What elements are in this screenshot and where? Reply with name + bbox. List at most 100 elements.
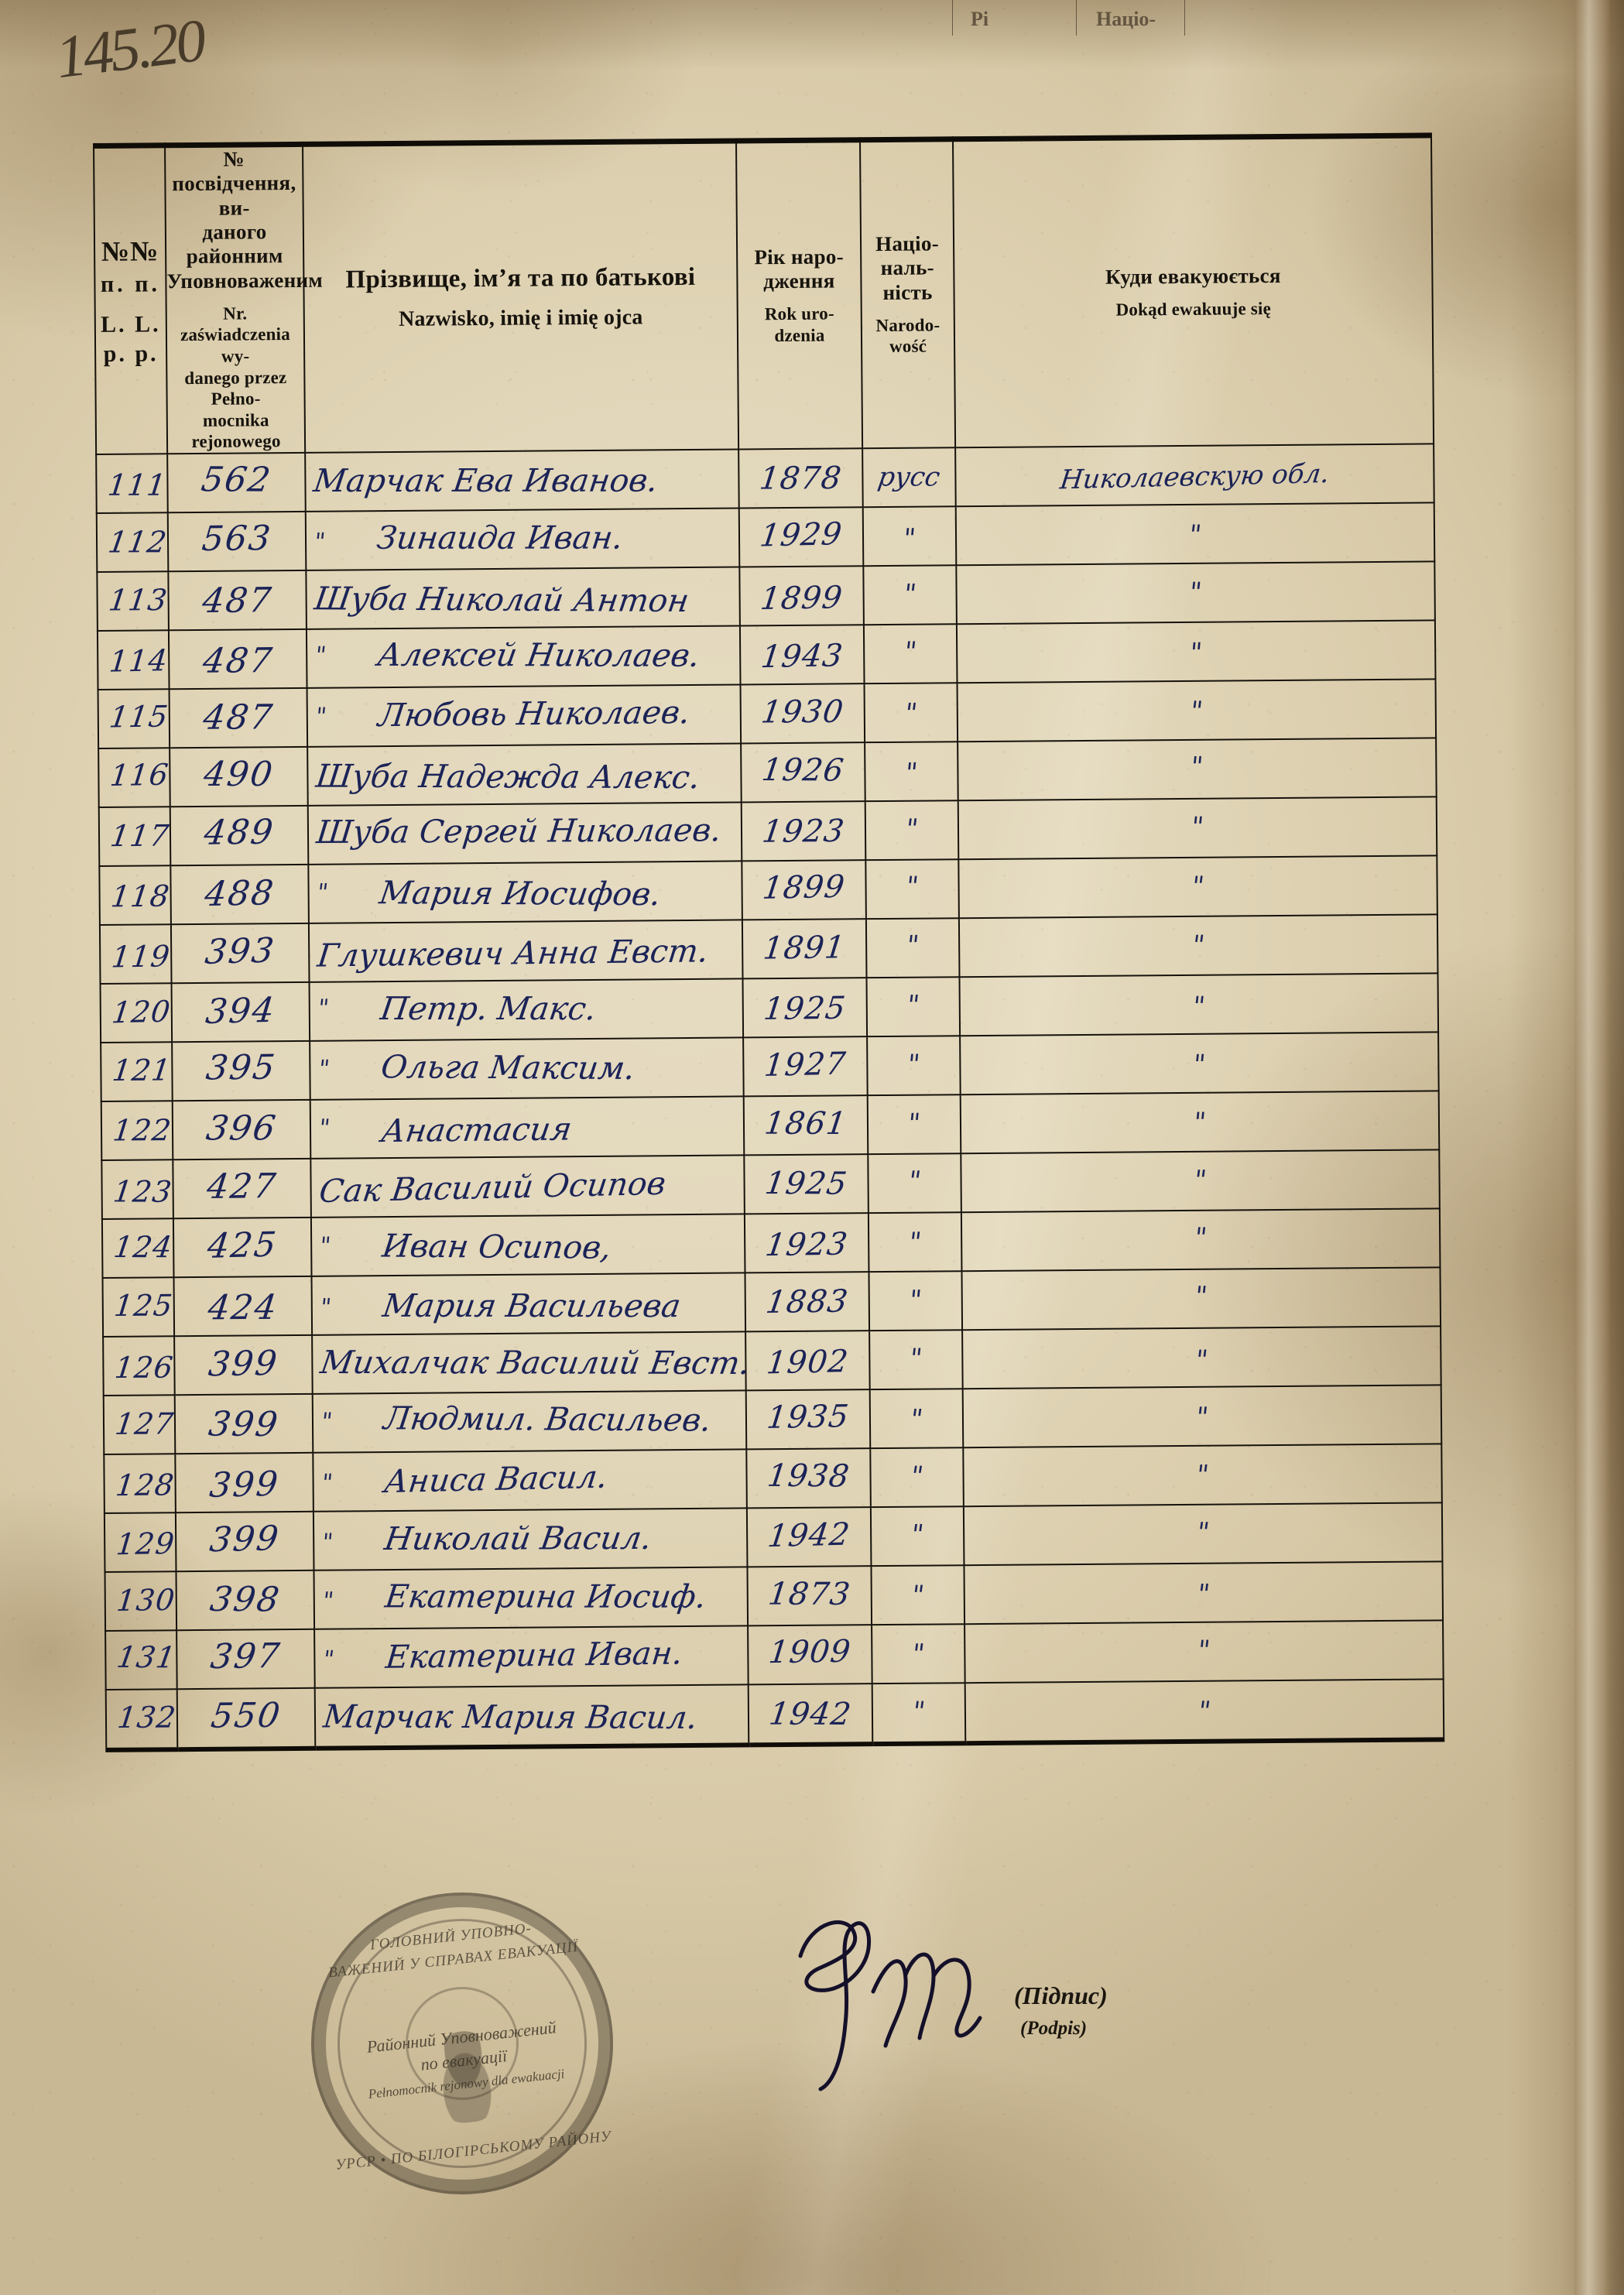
- row-name: " Ольга Максим.: [310, 1037, 744, 1100]
- row-destination: ": [958, 914, 1438, 978]
- row-number-value: 127: [113, 1406, 176, 1441]
- row-destination: ": [958, 796, 1437, 860]
- row-name-value: Глушкевич Анна Евст.: [315, 931, 711, 975]
- row-certificate: 397: [176, 1629, 315, 1690]
- row-destination-value: ": [1194, 1459, 1211, 1492]
- row-certificate: 393: [170, 923, 310, 984]
- row-destination: ": [961, 1149, 1440, 1213]
- row-name-ditto-mark: ": [319, 1293, 334, 1321]
- table-header: №№ п. п. L. L. p. p. № посвідчення, ви- …: [94, 135, 1434, 455]
- row-destination: ": [964, 1679, 1444, 1744]
- page-binding-edge: [1574, 0, 1610, 2295]
- row-number: 122: [101, 1101, 173, 1160]
- row-nationality-value: ": [902, 636, 919, 668]
- ghost-header-left: Рі: [971, 8, 989, 30]
- row-name: " Иван Осипов,: [310, 1214, 745, 1276]
- stamp-outer-top-text-1: ГОЛОВНИЙ УПОВНО-: [369, 1920, 533, 1954]
- row-number: 129: [104, 1512, 176, 1572]
- row-nationality: ": [870, 1506, 964, 1567]
- row-nationality: ": [868, 1212, 962, 1273]
- column-header-full-name: Прізвище, ім’я та по батькові Nazwisko, …: [303, 140, 739, 453]
- row-nationality-value: ": [907, 1284, 923, 1317]
- row-name-value: Любовь Николаев.: [375, 693, 692, 734]
- row-name-value: Мария Иосифов.: [376, 873, 663, 913]
- row-destination-value: ": [1190, 871, 1206, 903]
- row-birth-year: 1935: [745, 1389, 871, 1450]
- row-certificate: 487: [168, 629, 307, 690]
- row-certificate: 398: [176, 1570, 315, 1631]
- row-birth-year-value: 1899: [760, 868, 848, 906]
- row-number-value: 129: [115, 1526, 176, 1562]
- row-destination: ": [963, 1444, 1442, 1507]
- table-row: 112 563 " Зинаида Иван. 1929 " ": [96, 502, 1435, 573]
- header-year-uk-l1: Рік наро-: [754, 244, 845, 269]
- row-birth-year: 1926: [741, 742, 865, 803]
- row-name-ditto-mark: ": [314, 703, 329, 731]
- column-header-number: №№ п. п. L. L. p. p.: [94, 145, 168, 455]
- row-name-value: Николай Васил.: [382, 1519, 655, 1557]
- row-certificate-value: 396: [204, 1108, 280, 1149]
- table-row: 121 395 " Ольга Максим. 1927 " ": [101, 1032, 1439, 1101]
- row-birth-year-value: 1927: [762, 1046, 848, 1084]
- row-birth-year: 1861: [743, 1095, 869, 1156]
- row-birth-year: 1883: [745, 1272, 870, 1332]
- row-nationality-value: ": [906, 1049, 922, 1081]
- row-name-ditto-mark: ": [316, 995, 331, 1022]
- column-header-nationality: Націо- наль- ність Narodo- wość: [859, 139, 956, 449]
- header-no-pl-2: p. p.: [103, 341, 159, 367]
- row-nationality: ": [868, 1153, 961, 1214]
- table-row: 131 397 " Екатерина Иван. 1909 " ": [105, 1620, 1444, 1690]
- row-nationality: ": [872, 1683, 966, 1745]
- signature-label-uk: (Підпис): [1014, 1982, 1108, 2009]
- row-birth-year: 1929: [738, 507, 864, 567]
- row-certificate: 489: [170, 805, 309, 866]
- row-nationality-value: ": [903, 757, 920, 789]
- row-nationality-value: ": [906, 1226, 923, 1259]
- row-number: 131: [105, 1630, 178, 1690]
- row-name-value: Михалчак Василий Евст.: [317, 1343, 753, 1382]
- signature-icon: [798, 1920, 982, 2091]
- row-birth-year: 1873: [747, 1566, 872, 1626]
- row-name-ditto-mark: ": [317, 1115, 333, 1142]
- row-nationality: ": [869, 1330, 963, 1390]
- table-row: 114 487 " Алексей Николаев. 1943 " ": [97, 620, 1436, 690]
- row-certificate: 399: [175, 1511, 314, 1572]
- row-name: " Анастасия: [310, 1096, 745, 1159]
- table-row: 126 399 Михалчак Василий Евст. 1902 " ": [103, 1326, 1441, 1396]
- row-birth-year-value: 1930: [759, 694, 846, 731]
- header-year-pl-l2: dzenia: [774, 325, 825, 345]
- row-destination: ": [964, 1561, 1444, 1625]
- row-nationality: ": [864, 683, 958, 743]
- header-cert-uk-l1: № посвідчення, ви-: [172, 147, 296, 220]
- row-name: " Мария Васильева: [311, 1273, 746, 1335]
- row-birth-year-value: 1942: [766, 1516, 852, 1555]
- table-header-row: №№ п. п. L. L. p. p. № посвідчення, ви- …: [94, 135, 1434, 455]
- row-certificate-value: 395: [204, 1047, 279, 1088]
- row-certificate-value: 550: [208, 1695, 284, 1736]
- row-birth-year: 1943: [739, 625, 865, 685]
- header-name-pl: Nazwisko, imię i imię ojca: [398, 305, 643, 332]
- row-certificate-value: 425: [205, 1225, 280, 1266]
- stamp-center-uk-2: по евакуації: [420, 2045, 509, 2074]
- row-number-value: 125: [112, 1288, 175, 1324]
- row-destination: ": [961, 1267, 1441, 1331]
- row-birth-year: 1891: [742, 919, 867, 979]
- row-number-value: 122: [111, 1113, 173, 1148]
- row-nationality-value: ": [904, 930, 921, 961]
- row-destination-value: ": [1195, 1578, 1212, 1611]
- row-certificate-value: 563: [200, 518, 274, 560]
- row-birth-year-value: 1873: [766, 1576, 853, 1612]
- row-birth-year: 1923: [744, 1213, 869, 1273]
- row-birth-year-value: 1943: [759, 638, 845, 676]
- header-cert-pl-l2: danego przez Pełno-: [184, 367, 287, 409]
- row-nationality-value: ": [910, 1696, 927, 1728]
- row-name-value: Мария Васильева: [380, 1286, 684, 1324]
- row-destination: ": [956, 620, 1436, 683]
- row-certificate: 399: [174, 1393, 313, 1454]
- row-certificate: 396: [172, 1099, 311, 1160]
- row-certificate-value: 562: [198, 460, 275, 500]
- row-number-value: 116: [108, 757, 171, 793]
- row-nationality: ": [866, 977, 961, 1037]
- row-birth-year-value: 1909: [766, 1633, 853, 1671]
- row-name-ditto-mark: ": [313, 528, 327, 556]
